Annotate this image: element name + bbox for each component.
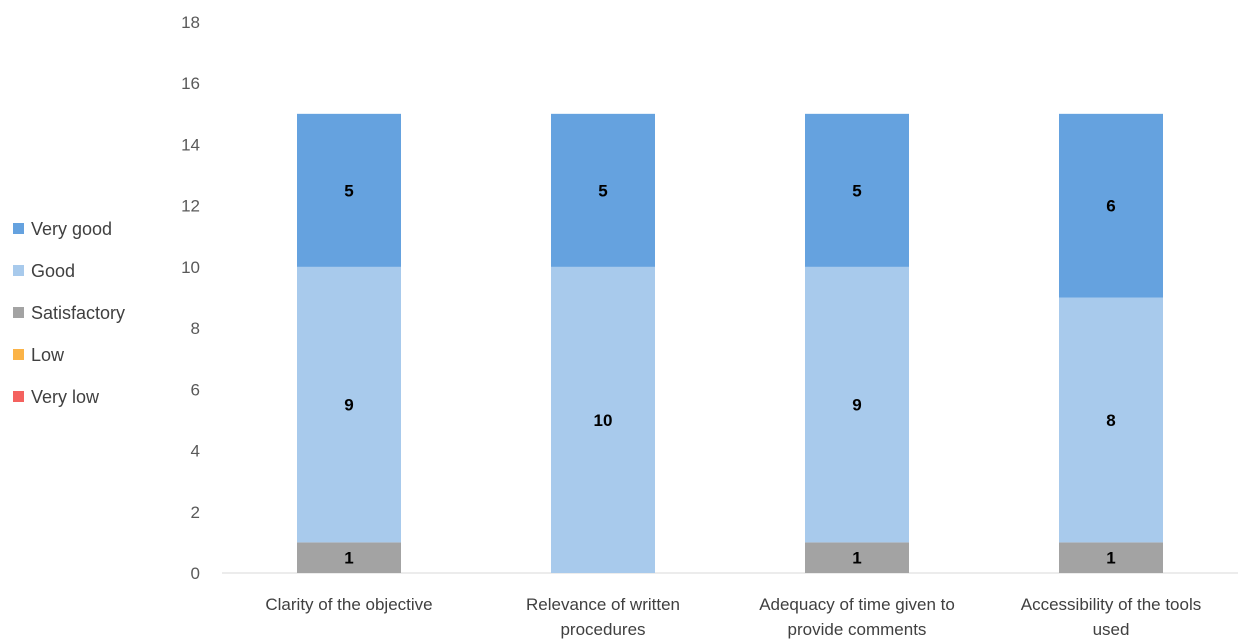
data-label: 1 — [344, 549, 353, 568]
bar-segment-very-good — [1059, 113, 1163, 298]
x-category-label: Clarity of the objective — [265, 595, 432, 614]
data-label: 5 — [344, 181, 353, 200]
bar-segment-very-good — [297, 113, 401, 267]
bar-segment-very-good — [551, 113, 655, 267]
legend-label-very-low: Very low — [31, 387, 100, 407]
y-tick-label: 2 — [191, 503, 200, 522]
x-category-label: Relevance of written procedures — [526, 595, 680, 639]
y-tick-label: 0 — [191, 564, 200, 583]
bar-segment-satisfactory — [297, 542, 401, 573]
data-label: 9 — [852, 396, 861, 415]
x-axis: Clarity of the objective Relevance of wri… — [265, 595, 1201, 639]
legend-swatch-satisfactory — [13, 307, 24, 318]
y-tick-label: 16 — [181, 74, 200, 93]
y-tick-label: 18 — [181, 13, 200, 32]
data-label: 10 — [594, 411, 613, 430]
y-tick-label: 4 — [191, 442, 200, 461]
data-label: 1 — [1106, 549, 1115, 568]
data-label: 8 — [1106, 411, 1115, 430]
bar-segment-very-good — [805, 113, 909, 267]
data-label: 6 — [1106, 197, 1115, 216]
legend-label-good: Good — [31, 261, 75, 281]
bar-segment-good — [551, 266, 655, 573]
legend-swatch-good — [13, 265, 24, 276]
bar-segment-good — [1059, 297, 1163, 543]
y-tick-label: 12 — [181, 197, 200, 216]
y-tick-label: 6 — [191, 380, 200, 399]
x-category-label: Accessibility of the tools used — [1021, 595, 1201, 639]
data-label: 5 — [852, 181, 861, 200]
bar-segment-satisfactory — [1059, 542, 1163, 573]
data-label: 1 — [852, 549, 861, 568]
chart-legend: Very good Good Satisfactory Low Very low — [13, 219, 125, 407]
legend-label-low: Low — [31, 345, 65, 365]
data-label: 5 — [598, 181, 607, 200]
y-tick-label: 8 — [191, 319, 200, 338]
y-tick-label: 14 — [181, 135, 200, 154]
legend-swatch-very-good — [13, 223, 24, 234]
legend-label-very-good: Very good — [31, 219, 112, 239]
bars: 1 9 5 10 5 1 9 5 1 8 6 — [297, 113, 1163, 573]
legend-swatch-low — [13, 349, 24, 360]
bar-segment-satisfactory — [805, 542, 909, 573]
y-axis: 0 2 4 6 8 10 12 14 16 18 — [181, 13, 200, 583]
legend-label-satisfactory: Satisfactory — [31, 303, 125, 323]
data-label: 9 — [344, 396, 353, 415]
legend-swatch-very-low — [13, 391, 24, 402]
bar-segment-good — [805, 266, 909, 543]
bar-segment-good — [297, 266, 401, 543]
x-category-label: Adequacy of time given to provide comment… — [759, 595, 955, 639]
y-tick-label: 10 — [181, 258, 200, 277]
